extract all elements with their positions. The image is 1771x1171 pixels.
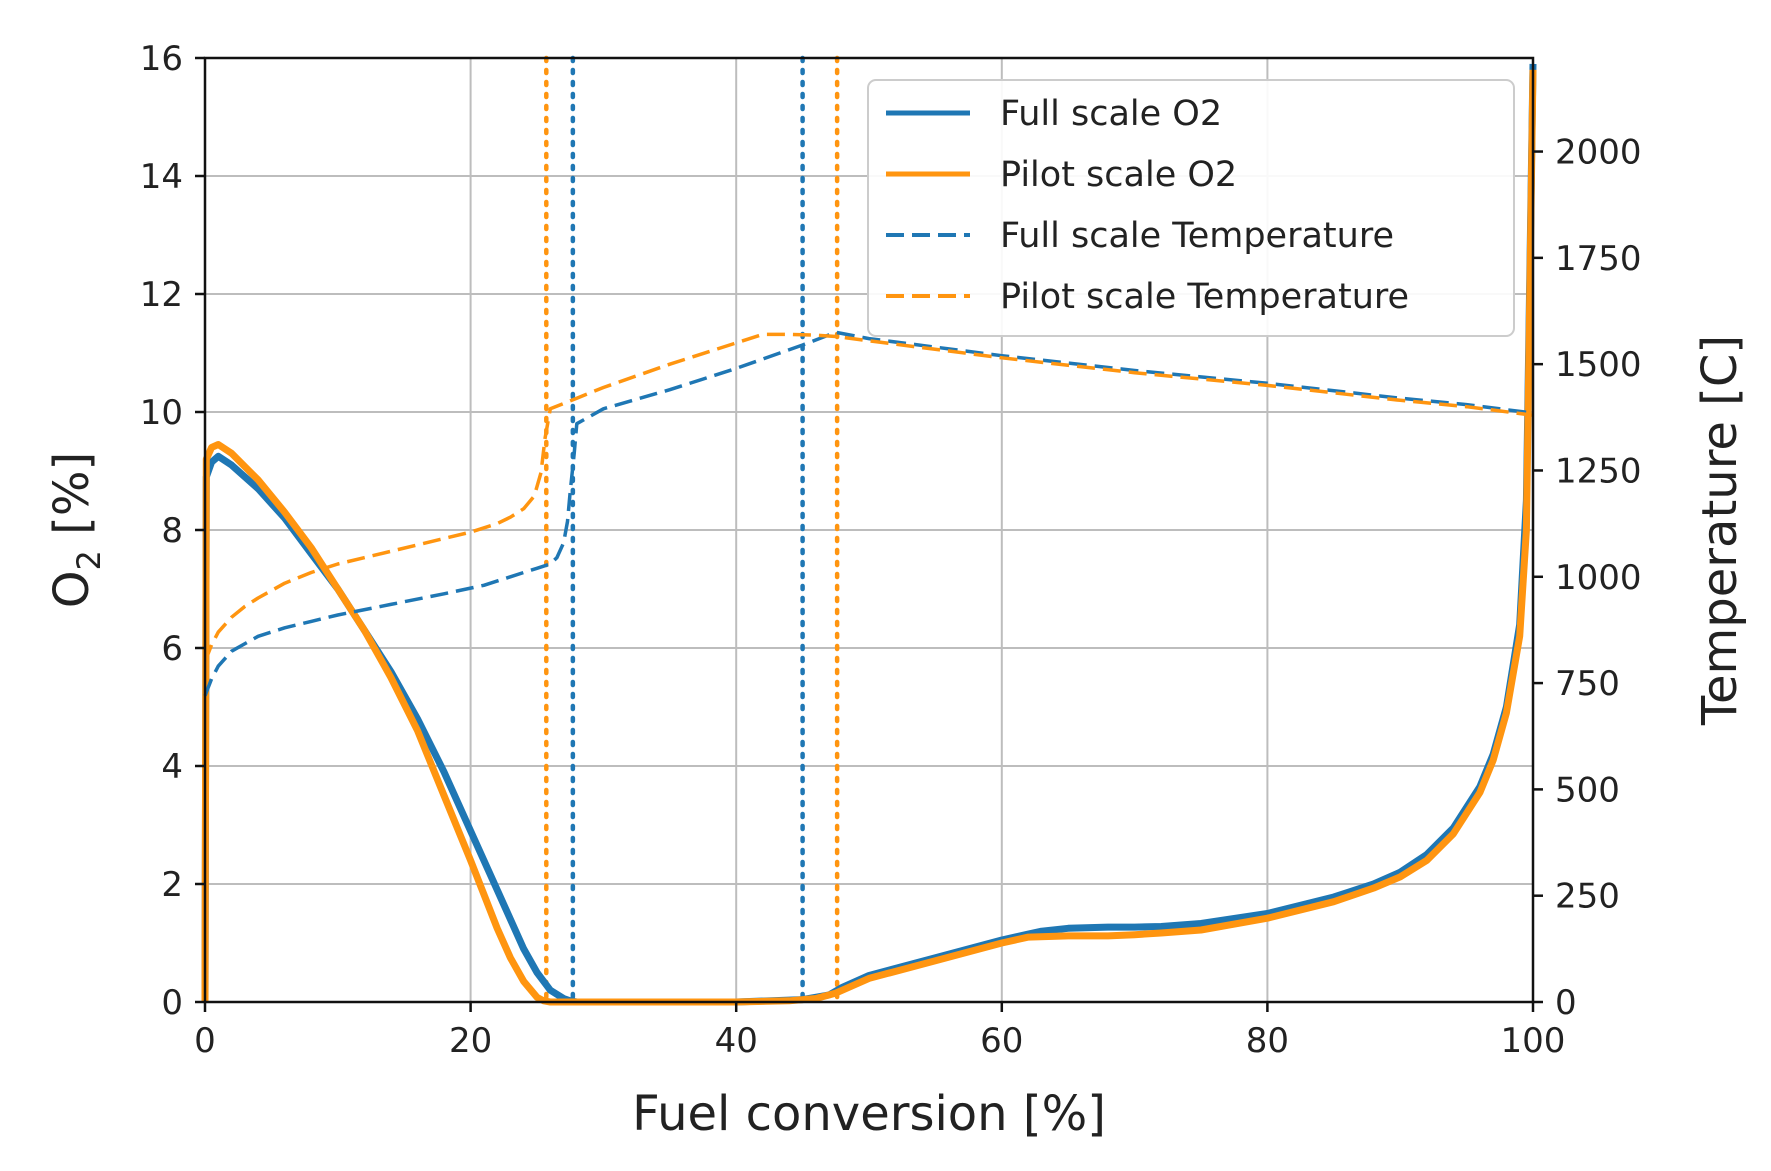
y2-tick-label: 750 xyxy=(1555,664,1620,704)
legend-label: Pilot scale O2 xyxy=(1000,155,1237,195)
y-tick-label: 6 xyxy=(161,629,183,669)
x-tick-label: 40 xyxy=(715,1021,758,1061)
axis-ticks: 0 20 40 60 80 1000246810121416025050075010001… xyxy=(140,39,1642,1061)
y2-tick-label: 1750 xyxy=(1555,239,1642,279)
y2-tick-label: 0 xyxy=(1555,983,1577,1023)
y-tick-label: 0 xyxy=(161,983,183,1023)
y-tick-label: 12 xyxy=(140,275,183,315)
legend-box xyxy=(867,79,1515,337)
y-axis-title-suffix: [%] xyxy=(44,452,100,550)
y2-tick-label: 2000 xyxy=(1555,133,1642,173)
x-axis-title: Fuel conversion [%] xyxy=(632,1086,1106,1142)
y2-tick-label: 250 xyxy=(1555,877,1620,917)
x-tick-label: 80 xyxy=(1246,1021,1289,1061)
x-tick-label: 0 xyxy=(194,1021,216,1061)
y-axis-title-main: O xyxy=(44,570,100,608)
x-tick-label: 20 xyxy=(449,1021,492,1061)
vertical-markers xyxy=(544,55,840,1005)
legend-label: Full scale O2 xyxy=(1000,94,1222,134)
pilot-scale-temperature-line xyxy=(203,332,1534,663)
legend-label: Full scale Temperature xyxy=(1000,216,1394,256)
y2-tick-label: 500 xyxy=(1555,770,1620,810)
y2-tick-label: 1250 xyxy=(1555,451,1642,491)
y-tick-label: 8 xyxy=(161,511,183,551)
y-tick-label: 14 xyxy=(140,157,183,197)
x-tick-label: 100 xyxy=(1501,1021,1566,1061)
y-tick-label: 2 xyxy=(161,865,183,905)
y2-axis-title: Temperature [C] xyxy=(1692,335,1748,726)
y2-tick-label: 1500 xyxy=(1555,345,1642,385)
y-tick-label: 10 xyxy=(140,393,183,433)
full-scale-temperature-line xyxy=(203,330,1534,697)
legend: Full scale O2 Pilot scale O2 Full scale Te… xyxy=(867,79,1515,337)
x-tick-label: 60 xyxy=(980,1021,1023,1061)
y-axis-title-subscript: 2 xyxy=(70,550,108,570)
y-axis-title: O2 [%] xyxy=(44,452,108,608)
y2-tick-label: 1000 xyxy=(1555,558,1642,598)
legend-label: Pilot scale Temperature xyxy=(1000,277,1409,317)
y-tick-label: 16 xyxy=(140,39,183,79)
y-tick-label: 4 xyxy=(161,747,183,787)
